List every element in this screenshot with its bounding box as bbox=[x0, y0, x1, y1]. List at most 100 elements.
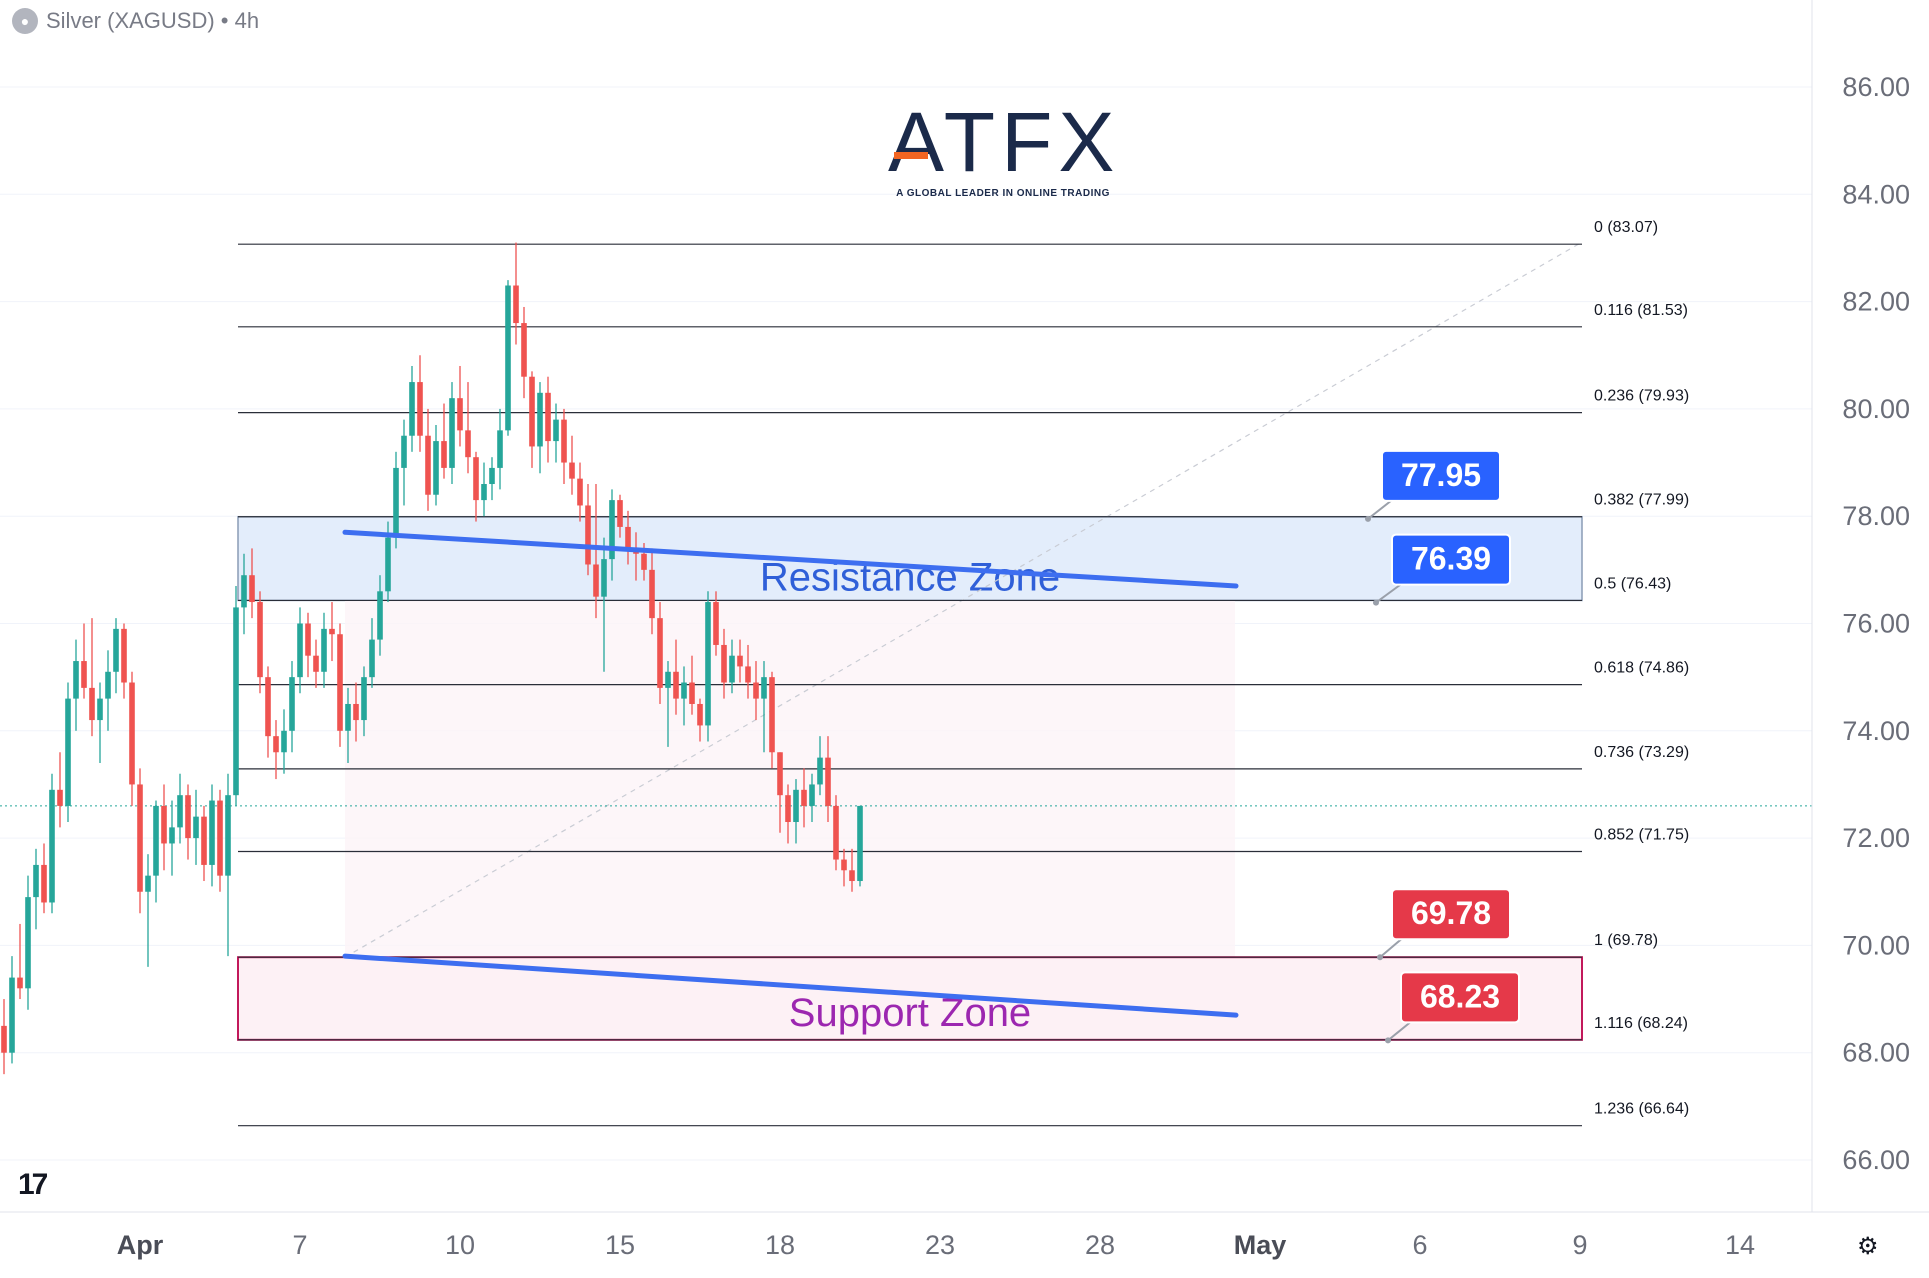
candle bbox=[297, 607, 303, 694]
candle-body bbox=[697, 703, 703, 726]
tradingview-logo-icon[interactable]: 17 bbox=[18, 1168, 48, 1201]
candle-body bbox=[537, 392, 543, 447]
fib-label: 1.236 (66.64) bbox=[1594, 1101, 1689, 1118]
candle bbox=[25, 875, 31, 1010]
candle-body bbox=[777, 752, 783, 796]
candle-body bbox=[793, 789, 799, 823]
candle-body bbox=[265, 677, 271, 737]
callout-anchor bbox=[1373, 599, 1379, 606]
callout-box bbox=[1400, 971, 1520, 1024]
fib-label: 0.5 (76.43) bbox=[1594, 575, 1671, 592]
candle-body bbox=[609, 500, 615, 560]
y-tick-label: 84.00 bbox=[1842, 179, 1910, 209]
candle-body bbox=[625, 526, 631, 549]
candle bbox=[617, 494, 623, 538]
y-tick-label: 80.00 bbox=[1842, 394, 1910, 424]
candle bbox=[49, 773, 55, 914]
candle-body bbox=[305, 623, 311, 656]
candle bbox=[585, 484, 591, 576]
candle bbox=[265, 666, 271, 758]
candle bbox=[689, 655, 695, 715]
logo-wordmark: ATFX bbox=[888, 95, 1121, 189]
candle-body bbox=[241, 575, 247, 608]
callout-box bbox=[1391, 533, 1511, 586]
candle bbox=[729, 639, 735, 694]
candle-body bbox=[329, 628, 335, 635]
candle-body bbox=[801, 789, 807, 806]
candle-body bbox=[465, 430, 471, 458]
candle-body bbox=[57, 789, 63, 806]
candle bbox=[769, 671, 775, 769]
candle-body bbox=[361, 677, 367, 721]
candle bbox=[81, 623, 87, 699]
candle bbox=[681, 666, 687, 726]
candle-body bbox=[721, 644, 727, 683]
candle-body bbox=[601, 559, 607, 597]
candle bbox=[121, 623, 127, 699]
logo-accent-bar bbox=[894, 152, 928, 159]
candle-body bbox=[849, 870, 855, 882]
candle bbox=[65, 682, 71, 823]
candle bbox=[441, 403, 447, 479]
y-tick-label: 70.00 bbox=[1842, 930, 1910, 960]
candle bbox=[801, 768, 807, 828]
candle-body bbox=[497, 430, 503, 468]
candle-body bbox=[369, 639, 375, 678]
candle bbox=[169, 800, 175, 876]
candle bbox=[217, 789, 223, 892]
candle-body bbox=[1, 1025, 7, 1053]
candle bbox=[57, 752, 63, 828]
candle bbox=[489, 457, 495, 501]
candle bbox=[697, 698, 703, 742]
candle bbox=[809, 773, 815, 823]
fib-label: 0.382 (77.99) bbox=[1594, 492, 1689, 509]
x-tick-label: 23 bbox=[925, 1230, 955, 1260]
fib-label: 1.116 (68.24) bbox=[1594, 1015, 1688, 1032]
candle bbox=[665, 661, 671, 747]
candle-body bbox=[513, 285, 519, 324]
candle-body bbox=[737, 655, 743, 667]
settings-icon[interactable]: ⚙ bbox=[1857, 1233, 1879, 1260]
support-zone bbox=[237, 956, 1583, 1041]
candle-body bbox=[193, 816, 199, 839]
candle bbox=[449, 382, 455, 485]
candle bbox=[425, 408, 431, 511]
x-tick-label: Apr bbox=[117, 1230, 164, 1260]
candle bbox=[353, 682, 359, 742]
candle-body bbox=[81, 661, 87, 688]
candle bbox=[825, 736, 831, 823]
trendlines[interactable] bbox=[342, 529, 1239, 1018]
callout-value: 68.23 bbox=[1420, 978, 1500, 1014]
candle bbox=[601, 537, 607, 672]
callout-anchor bbox=[1385, 1037, 1391, 1044]
candle-body bbox=[665, 671, 671, 688]
fib-label: 0.736 (73.29) bbox=[1594, 744, 1689, 761]
x-tick-label: 9 bbox=[1572, 1230, 1587, 1260]
candle-body bbox=[713, 602, 719, 645]
candle bbox=[785, 784, 791, 844]
candle bbox=[753, 661, 759, 721]
candle bbox=[513, 242, 519, 345]
candle-body bbox=[313, 655, 319, 672]
resistance-trendline[interactable] bbox=[342, 529, 1239, 589]
callout-value: 77.95 bbox=[1401, 457, 1481, 493]
candle bbox=[497, 408, 503, 490]
candle bbox=[225, 773, 231, 957]
candle-body bbox=[489, 467, 495, 485]
candle-body bbox=[705, 602, 711, 726]
candle-body bbox=[449, 398, 455, 468]
candle-body bbox=[753, 682, 759, 699]
candle-body bbox=[89, 687, 95, 721]
candle bbox=[505, 280, 511, 436]
candle-body bbox=[33, 864, 39, 898]
candle-body bbox=[825, 757, 831, 806]
x-tick-label: 14 bbox=[1725, 1230, 1755, 1260]
support-trendline[interactable] bbox=[342, 953, 1239, 1018]
candle bbox=[849, 848, 855, 892]
candle-body bbox=[249, 575, 255, 603]
candle-body bbox=[425, 435, 431, 495]
candle bbox=[713, 591, 719, 656]
candle-body bbox=[641, 553, 647, 570]
